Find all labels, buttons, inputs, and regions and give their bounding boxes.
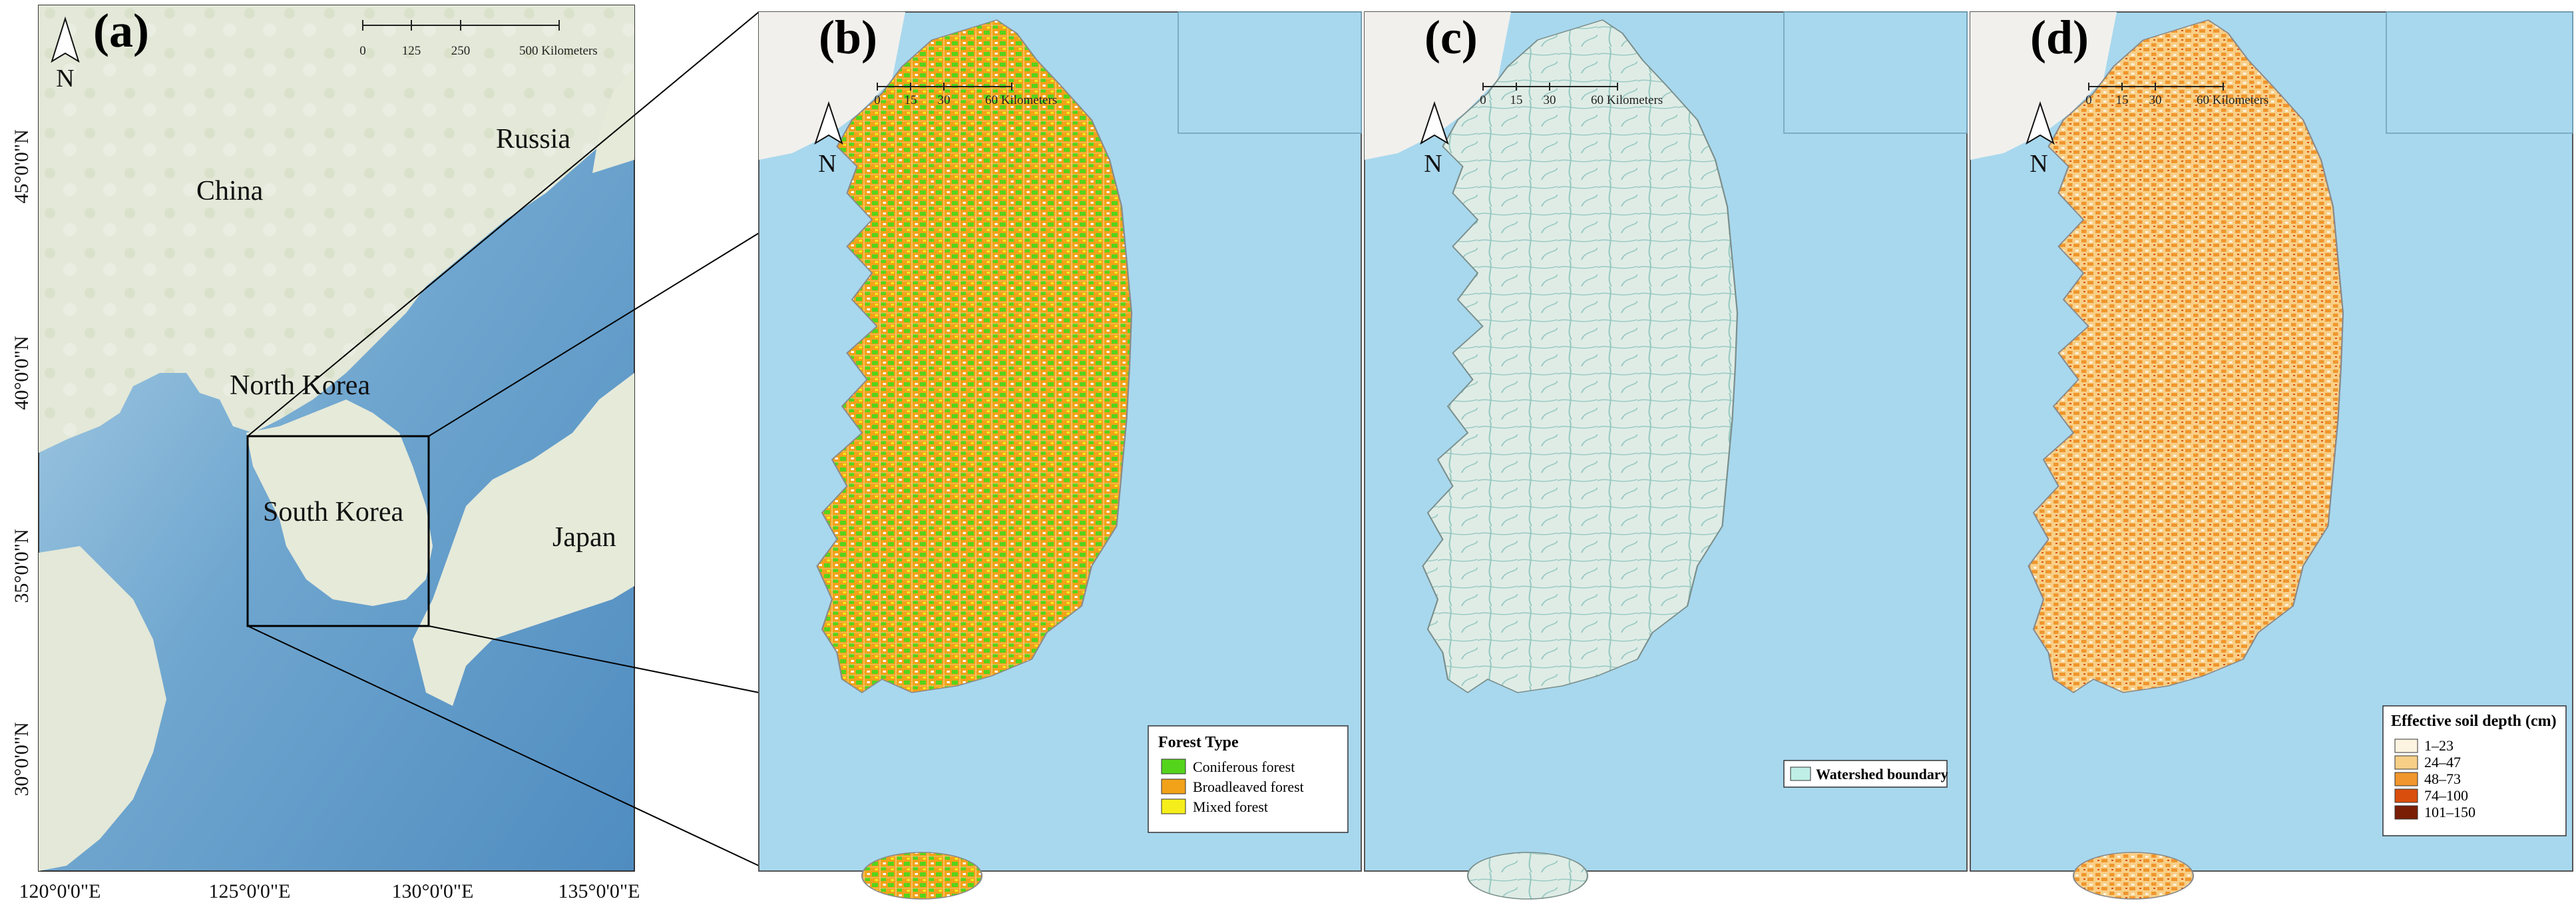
panel-label-a: (a)	[93, 4, 149, 57]
north-label-c: N	[1424, 150, 1442, 178]
legend-d-swatch-2	[2394, 772, 2418, 786]
scale-bar-b: 0 15 30 60 Kilometers	[874, 83, 1057, 107]
legend-d-item-2: 48–73	[2424, 770, 2461, 787]
scale-tick-b-2: 30	[938, 93, 951, 107]
panel-c: N (c) 0 15 30 60 Kilometers Watershed bo…	[1364, 11, 1968, 900]
legend-b-title: Forest Type	[1158, 734, 1239, 751]
panel-a: N (a) 0 125 250 500 Kilometers China Rus…	[11, 4, 759, 902]
lon-label-120: 120°0'0"E	[19, 880, 101, 902]
north-label-b: N	[818, 150, 836, 178]
scale-bar-d: 0 15 30 60 Kilometers	[2085, 83, 2268, 107]
scale-tick-d-2: 30	[2149, 93, 2162, 107]
scale-tick-b-1: 15	[905, 93, 917, 107]
scale-bar-c: 0 15 30 60 Kilometers	[1480, 83, 1663, 107]
legend-d-swatch-0	[2394, 739, 2418, 753]
scale-tick-c-1: 15	[1510, 93, 1523, 107]
scale-tick-c-3: 60 Kilometers	[1591, 93, 1663, 107]
legend-d-swatch-3	[2394, 788, 2418, 803]
legend-c-swatch-0	[1790, 766, 1811, 781]
legend-b-item-1: Broadleaved forest	[1193, 778, 1304, 795]
scale-tick-d-1: 15	[2116, 93, 2129, 107]
scale-tick-a-2: 250	[451, 44, 471, 58]
north-label-a: N	[56, 65, 74, 93]
lat-label-45: 45°0'0"N	[11, 129, 33, 203]
legend-d-item-1: 24–47	[2424, 754, 2461, 770]
legend-b-swatch-1	[1161, 778, 1186, 794]
legend-d-item-4: 101–150	[2424, 804, 2475, 820]
legend-d-swatch-1	[2394, 755, 2418, 770]
lat-label-30: 30°0'0"N	[11, 722, 33, 796]
lon-label-125: 125°0'0"E	[209, 880, 291, 902]
legend-d-swatch-4	[2394, 805, 2418, 820]
scale-tick-a-1: 125	[402, 44, 421, 58]
legend-c: Watershed boundary	[1783, 760, 1948, 788]
north-label-d: N	[2030, 150, 2047, 178]
panel-b: N (b) 0 15 30 60 Kilometers Forest Type …	[758, 11, 1362, 900]
scale-tick-d-3: 60 Kilometers	[2197, 93, 2268, 107]
north-arrow-d: N	[2026, 101, 2055, 178]
legend-d: Effective soil depth (cm) 1–23 24–47 48–…	[2382, 705, 2567, 836]
scale-tick-a-3: 500 Kilometers	[519, 44, 598, 58]
panel-label-c: (c)	[1424, 11, 1478, 64]
legend-b-item-0: Coniferous forest	[1193, 758, 1295, 775]
scale-tick-b-0: 0	[874, 93, 881, 107]
lat-label-40: 40°0'0"N	[11, 336, 33, 410]
lon-label-130: 130°0'0"E	[392, 880, 474, 902]
legend-d-title: Effective soil depth (cm)	[2391, 713, 2557, 730]
lon-label-135: 135°0'0"E	[558, 880, 640, 902]
label-russia: Russia	[496, 124, 570, 154]
north-arrow-b: N	[814, 101, 843, 178]
label-japan: Japan	[552, 522, 616, 553]
panel-d: N (d) 0 15 30 60 Kilometers Effective so…	[1970, 11, 2573, 900]
legend-c-item-0: Watershed boundary	[1816, 766, 1948, 782]
legend-d-item-3: 74–100	[2424, 787, 2468, 804]
panel-label-b: (b)	[819, 11, 877, 64]
label-north-korea: North Korea	[230, 370, 370, 401]
scale-tick-c-2: 30	[1544, 93, 1556, 107]
scale-tick-b-3: 60 Kilometers	[985, 93, 1057, 107]
label-south-korea: South Korea	[263, 497, 403, 527]
label-china: China	[196, 176, 264, 206]
lat-label-35: 35°0'0"N	[11, 529, 33, 603]
legend-b: Forest Type Coniferous forest Broadleave…	[1148, 725, 1349, 833]
scale-bar-a: 0 125 250 500 Kilometers	[359, 20, 598, 58]
north-arrow-a: N	[51, 16, 80, 93]
scale-tick-c-0: 0	[1480, 93, 1486, 107]
scale-tick-d-0: 0	[2085, 93, 2092, 107]
panel-label-d: (d)	[2030, 11, 2089, 64]
scale-tick-a-0: 0	[359, 44, 366, 58]
legend-b-swatch-0	[1161, 758, 1186, 774]
legend-d-item-0: 1–23	[2424, 737, 2454, 754]
legend-b-swatch-2	[1161, 798, 1186, 814]
legend-b-item-2: Mixed forest	[1193, 798, 1268, 815]
north-arrow-c: N	[1420, 101, 1449, 178]
